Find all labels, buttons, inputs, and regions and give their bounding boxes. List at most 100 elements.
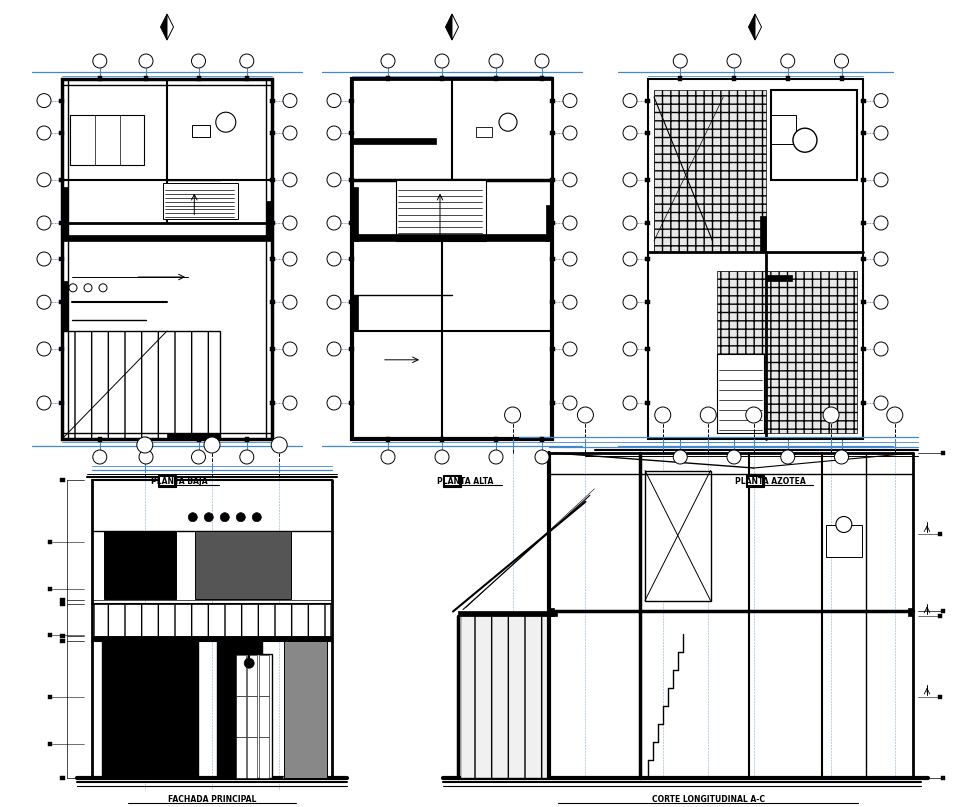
Bar — [645, 221, 650, 225]
Bar — [461, 616, 549, 778]
Circle shape — [727, 450, 741, 464]
Circle shape — [327, 342, 341, 356]
Bar — [540, 437, 544, 442]
Circle shape — [283, 216, 297, 230]
Bar — [59, 347, 64, 351]
Circle shape — [37, 396, 51, 410]
Circle shape — [283, 94, 297, 107]
Bar — [163, 183, 238, 220]
Circle shape — [189, 512, 197, 521]
Bar — [540, 76, 544, 81]
Circle shape — [215, 112, 235, 132]
Polygon shape — [167, 14, 173, 40]
Bar — [59, 98, 64, 102]
Circle shape — [69, 284, 77, 292]
Bar — [60, 776, 65, 780]
Bar — [98, 76, 101, 81]
Bar — [550, 178, 555, 182]
Bar — [192, 124, 211, 136]
Bar — [60, 639, 65, 643]
Bar — [786, 76, 790, 81]
Circle shape — [37, 295, 51, 309]
Circle shape — [874, 252, 888, 266]
Bar — [861, 131, 866, 135]
Circle shape — [283, 173, 297, 186]
Bar — [160, 477, 174, 485]
Bar — [349, 347, 354, 351]
Bar — [732, 76, 736, 81]
Bar — [861, 300, 866, 304]
Bar — [679, 76, 682, 81]
Circle shape — [381, 54, 395, 68]
Bar — [284, 642, 327, 778]
Bar — [258, 737, 269, 778]
Text: CORTE LONGITUDINAL A-C: CORTE LONGITUDINAL A-C — [652, 796, 765, 805]
Circle shape — [93, 54, 107, 68]
Bar — [938, 613, 942, 617]
Bar — [645, 98, 650, 102]
Bar — [941, 608, 945, 613]
Bar — [236, 655, 246, 696]
Circle shape — [37, 342, 51, 356]
Circle shape — [327, 295, 341, 309]
Circle shape — [236, 512, 245, 521]
Bar — [476, 127, 492, 136]
Bar — [196, 437, 201, 442]
Bar — [443, 475, 461, 487]
Circle shape — [37, 173, 51, 186]
Bar — [352, 138, 436, 144]
Circle shape — [244, 659, 255, 668]
Circle shape — [781, 450, 794, 464]
Bar — [550, 131, 555, 135]
Circle shape — [623, 126, 637, 140]
Bar — [258, 655, 269, 696]
Bar — [48, 742, 52, 746]
Bar — [247, 655, 257, 696]
Bar — [938, 695, 942, 699]
Circle shape — [623, 216, 637, 230]
Circle shape — [327, 94, 341, 107]
Bar — [98, 437, 101, 442]
Bar — [144, 76, 148, 81]
Circle shape — [489, 450, 503, 464]
Bar — [217, 642, 262, 778]
Bar — [550, 401, 555, 405]
Bar — [92, 636, 332, 642]
Bar — [760, 215, 766, 252]
Bar — [59, 131, 64, 135]
Circle shape — [563, 295, 577, 309]
Circle shape — [623, 342, 637, 356]
Circle shape — [563, 216, 577, 230]
Circle shape — [563, 396, 577, 410]
Bar — [270, 131, 275, 135]
Bar — [645, 131, 650, 135]
Circle shape — [327, 173, 341, 186]
Bar — [144, 437, 148, 442]
Bar — [60, 634, 65, 638]
Circle shape — [283, 252, 297, 266]
Circle shape — [240, 450, 254, 464]
Bar — [247, 737, 257, 778]
Circle shape — [381, 450, 395, 464]
Bar — [550, 221, 555, 225]
Polygon shape — [161, 14, 167, 40]
Bar — [770, 90, 857, 180]
Bar — [60, 598, 65, 602]
Bar — [717, 353, 764, 433]
Bar — [550, 300, 555, 304]
Bar — [48, 540, 52, 544]
Circle shape — [674, 54, 687, 68]
Circle shape — [746, 407, 762, 423]
Bar — [48, 587, 52, 591]
Circle shape — [887, 407, 902, 423]
Circle shape — [874, 173, 888, 186]
Bar — [196, 76, 201, 81]
Circle shape — [563, 252, 577, 266]
Bar — [247, 696, 257, 737]
Circle shape — [835, 450, 849, 464]
Bar — [59, 178, 64, 182]
Bar — [494, 437, 498, 442]
Bar — [748, 477, 762, 485]
Circle shape — [93, 450, 107, 464]
Circle shape — [327, 252, 341, 266]
